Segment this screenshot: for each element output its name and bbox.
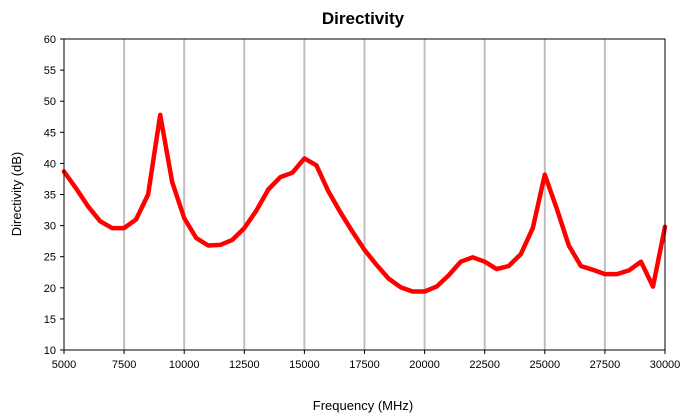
x-tick-label: 30000 (650, 359, 681, 371)
x-tick-label: 10000 (169, 359, 200, 371)
x-tick-label: 7500 (112, 359, 136, 371)
y-tick-label: 35 (44, 190, 56, 202)
x-axis-ticks: 5000 7500 10000 12500 15000 17500 20000 22500 25… (52, 350, 681, 371)
y-tick-label: 25 (44, 252, 56, 264)
x-tick-label: 12500 (229, 359, 260, 371)
gridlines (123, 39, 606, 350)
y-axis-label: Directivity (dB) (9, 152, 24, 237)
x-axis-label: Frequency (MHz) (313, 398, 413, 413)
series-group (61, 112, 668, 294)
y-tick-label: 10 (44, 345, 56, 357)
y-tick-label: 55 (44, 65, 56, 77)
chart-title: Directivity (322, 9, 405, 28)
x-tick-label: 20000 (409, 359, 440, 371)
y-tick-label: 60 (44, 34, 56, 46)
x-tick-label: 25000 (530, 359, 561, 371)
y-tick-label: 15 (44, 314, 56, 326)
x-tick-label: 17500 (349, 359, 380, 371)
x-tick-label: 27500 (590, 359, 621, 371)
y-tick-label: 50 (44, 96, 56, 108)
x-tick-label: 5000 (52, 359, 76, 371)
x-tick-label: 22500 (469, 359, 500, 371)
y-tick-label: 45 (44, 127, 56, 139)
series-line-0 (61, 112, 668, 294)
y-tick-label: 20 (44, 283, 56, 295)
y-tick-label: 40 (44, 158, 56, 170)
y-tick-label: 30 (44, 221, 56, 233)
y-axis-ticks: 10 15 20 25 30 35 40 45 50 55 60 (44, 34, 64, 357)
x-tick-label: 15000 (289, 359, 320, 371)
